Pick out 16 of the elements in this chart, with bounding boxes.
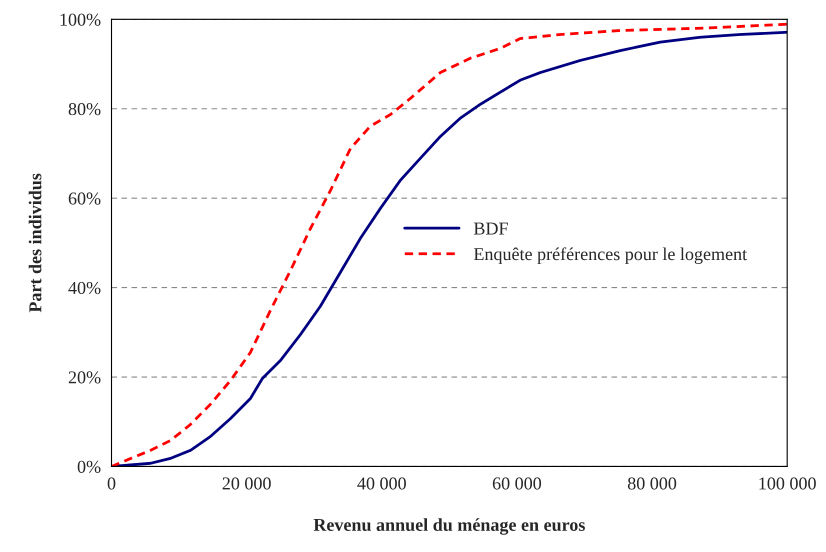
y-tick-label: 80% xyxy=(68,103,100,116)
y-tick-label: 100% xyxy=(60,14,100,26)
x-tick-label: 60 000 xyxy=(492,477,542,490)
x-tick-label: 40 000 xyxy=(357,477,406,490)
x-tick-label: 20 000 xyxy=(222,477,271,490)
x-tick-label: 80 000 xyxy=(628,477,676,490)
y-axis-title: Part des individus xyxy=(28,174,42,312)
y-tick-label: 40% xyxy=(68,282,100,294)
y-tick-label: 20% xyxy=(68,371,100,384)
y-tick-label: 60% xyxy=(68,192,100,205)
y-tick-label: 0% xyxy=(78,460,100,473)
x-tick-label: 100 000 xyxy=(759,477,816,490)
legend-label: BDF xyxy=(474,222,508,235)
x-tick-label: 0 xyxy=(108,477,116,490)
legend-label: Enquête préférences pour le logement xyxy=(474,247,748,264)
x-axis-title: Revenu annuel du ménage en euros xyxy=(314,518,585,535)
